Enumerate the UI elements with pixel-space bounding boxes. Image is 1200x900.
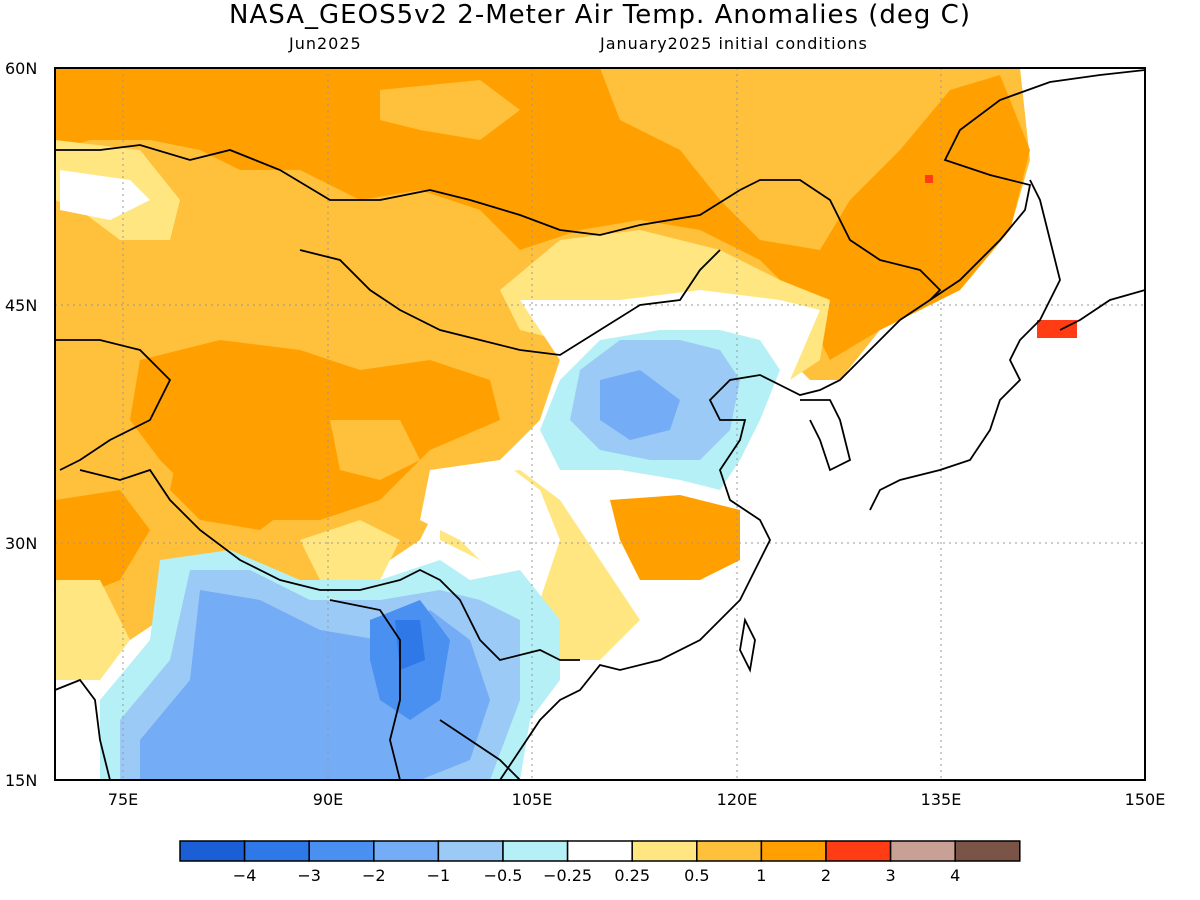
colorbar-swatch <box>502 840 569 862</box>
graticule <box>55 68 1145 780</box>
colorbar-label: −3 <box>297 866 321 885</box>
orange-north <box>55 68 1030 360</box>
colorbar-swatch <box>954 840 1021 862</box>
colorbar-swatch <box>373 840 440 862</box>
colorbar-swatch <box>631 840 698 862</box>
colorbar-label: −1 <box>427 866 451 885</box>
colorbar-swatch <box>243 840 310 862</box>
lon-tick-label: 90E <box>313 790 343 809</box>
map-title: NASA_GEOS5v2 2-Meter Air Temp. Anomalies… <box>229 0 971 30</box>
colorbar-label: −0.5 <box>484 866 523 885</box>
colorbar-label: 4 <box>950 866 960 885</box>
lon-tick-label: 105E <box>512 790 553 809</box>
lat-tick-label: 60N <box>5 59 37 78</box>
valid-month-label: Jun2025 <box>289 34 362 53</box>
colorbar-labels: −4 −3 −2 −1 −0.5 −0.25 0.25 0.5 1 2 3 4 <box>233 866 960 885</box>
lon-tick-label: 75E <box>108 790 138 809</box>
colorbar-label: −2 <box>362 866 386 885</box>
lat-axis: 60N 45N 30N 15N <box>5 59 37 790</box>
colorbar-swatch <box>308 840 375 862</box>
colorbar-swatch <box>437 840 504 862</box>
init-conditions-label: January2025 initial conditions <box>600 34 868 53</box>
colorbar-swatch <box>696 840 763 862</box>
colorbar-label: 0.25 <box>614 866 650 885</box>
colorbar-label: −4 <box>233 866 257 885</box>
colorbar-swatch <box>825 840 892 862</box>
colorbar <box>179 840 1021 862</box>
colorbar-swatch <box>179 840 246 862</box>
anomaly-field <box>55 68 1145 780</box>
colorbar-label: 1 <box>756 866 766 885</box>
map-frame <box>54 67 1146 781</box>
lat-tick-label: 15N <box>5 771 37 790</box>
colorbar-swatch <box>760 840 827 862</box>
red-anomaly-cell <box>1037 320 1077 338</box>
colorbar-label: 0.5 <box>684 866 709 885</box>
orange-tibet <box>170 440 300 530</box>
colorbar-label: 3 <box>886 866 896 885</box>
lat-tick-label: 45N <box>5 296 37 315</box>
lon-tick-label: 120E <box>717 790 758 809</box>
lat-tick-label: 30N <box>5 534 37 553</box>
lon-tick-label: 150E <box>1125 790 1166 809</box>
colorbar-swatch <box>889 840 956 862</box>
lon-axis: 75E 90E 105E 120E 135E 150E <box>108 790 1166 809</box>
coastlines <box>55 69 1145 780</box>
colorbar-label: −0.25 <box>543 866 592 885</box>
colorbar-label: 2 <box>821 866 831 885</box>
lon-tick-label: 135E <box>921 790 962 809</box>
colorbar-swatch <box>566 840 633 862</box>
orange-east <box>610 495 740 580</box>
orange-west <box>55 490 150 600</box>
